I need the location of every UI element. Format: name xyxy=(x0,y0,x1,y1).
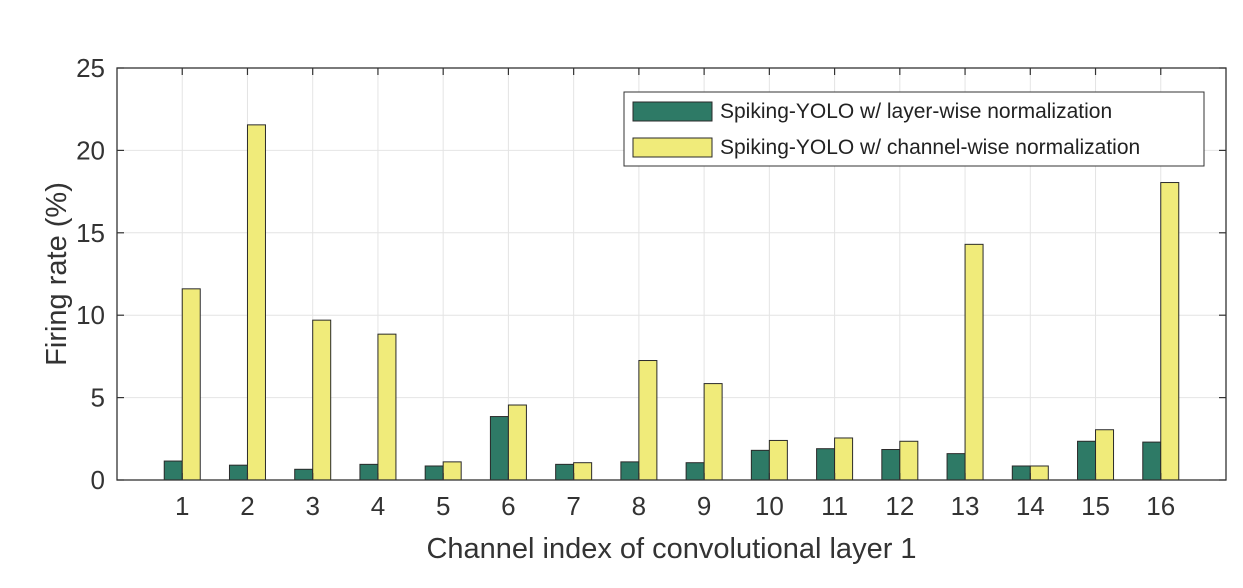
x-tick-label: 5 xyxy=(436,491,450,521)
x-tick-label: 4 xyxy=(371,491,385,521)
bar-series-1-6 xyxy=(489,416,509,481)
y-tick-label: 5 xyxy=(91,383,105,413)
bar-series-1-12 xyxy=(881,449,901,481)
bar-series-2-6 xyxy=(507,404,527,481)
y-tick-label: 10 xyxy=(76,300,105,330)
x-tick-label: 8 xyxy=(632,491,646,521)
y-tick-label: 20 xyxy=(76,135,105,165)
x-tick-label: 1 xyxy=(175,491,189,521)
plot-frame xyxy=(116,67,1227,481)
y-tick-label: 25 xyxy=(76,53,105,83)
legend-swatch-1 xyxy=(632,101,713,122)
x-tick-label: 7 xyxy=(566,491,580,521)
bar-series-2-13 xyxy=(964,243,984,481)
bar-series-1-9 xyxy=(685,462,705,481)
bar-series-1-16 xyxy=(1142,441,1162,481)
legend: Spiking-YOLO w/ layer-wise normalization… xyxy=(623,91,1205,167)
bar-series-2-11 xyxy=(834,437,854,481)
legend-box xyxy=(623,91,1205,167)
bar-series-2-12 xyxy=(899,440,919,481)
bar-series-1-10 xyxy=(750,449,770,481)
bar-series-1-2 xyxy=(228,464,248,481)
bar-series-1-15 xyxy=(1077,440,1097,481)
x-tick-label: 9 xyxy=(697,491,711,521)
legend-label-2: Spiking-YOLO w/ channel-wise normalizati… xyxy=(720,136,1140,159)
x-axis-label: Channel index of convolutional layer 1 xyxy=(426,533,916,565)
bar-series-2-4 xyxy=(377,333,397,481)
x-tick-label: 10 xyxy=(755,491,784,521)
y-axis-label: Firing rate (%) xyxy=(41,182,73,366)
x-tick-label: 15 xyxy=(1081,491,1110,521)
x-tick-label: 6 xyxy=(501,491,515,521)
legend-label-1: Spiking-YOLO w/ layer-wise normalization xyxy=(720,100,1112,123)
bar-series-2-8 xyxy=(638,360,658,481)
bar-series-1-13 xyxy=(946,453,966,481)
bar-series-2-2 xyxy=(246,124,266,481)
bar-series-2-3 xyxy=(312,319,332,481)
bar-series-2-9 xyxy=(703,383,723,481)
bar-series-2-7 xyxy=(573,462,593,481)
bar-series-1-3 xyxy=(294,468,314,481)
bar-series-1-11 xyxy=(816,448,836,481)
axes xyxy=(116,67,1227,481)
bar-series-1-7 xyxy=(555,463,575,481)
bar-series-1-14 xyxy=(1011,465,1031,481)
y-tick-label: 0 xyxy=(91,465,105,495)
legend-swatch-2 xyxy=(632,137,713,158)
bar-series-2-5 xyxy=(442,461,462,481)
bar-series-2-16 xyxy=(1160,182,1180,481)
bar-series-1-4 xyxy=(359,463,379,481)
y-tick-label: 15 xyxy=(76,218,105,248)
bar-series-2-1 xyxy=(181,288,201,481)
x-tick-label: 13 xyxy=(951,491,980,521)
x-tick-label: 16 xyxy=(1146,491,1175,521)
bar-series-2-14 xyxy=(1029,465,1049,481)
x-tick-label: 12 xyxy=(885,491,914,521)
bar-series-1-8 xyxy=(620,461,640,481)
x-tick-label: 2 xyxy=(240,491,254,521)
x-tick-label: 14 xyxy=(1016,491,1045,521)
bars xyxy=(163,124,1180,481)
bar-series-2-10 xyxy=(768,439,788,481)
x-tick-label: 11 xyxy=(821,491,848,521)
bar-series-2-15 xyxy=(1095,429,1115,481)
bar-series-1-1 xyxy=(163,460,183,481)
x-tick-label: 3 xyxy=(305,491,319,521)
bar-series-1-5 xyxy=(424,465,444,481)
